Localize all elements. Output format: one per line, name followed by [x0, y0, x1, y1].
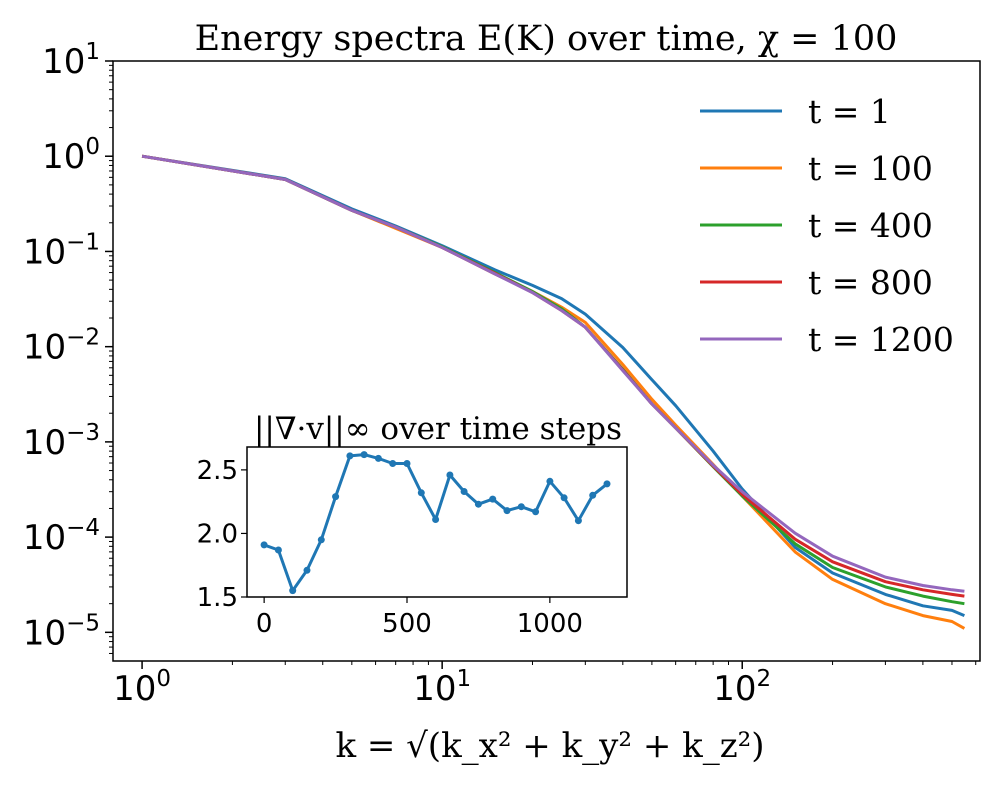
y-tick-label: 10−1: [23, 229, 100, 272]
inset-y-tick-label: 1.5: [197, 583, 238, 613]
inset-point: [574, 517, 582, 525]
inset-point: [560, 494, 568, 502]
inset-point: [332, 493, 340, 501]
inset-x-tick-label: 1000: [517, 609, 583, 639]
inset-point: [360, 451, 368, 459]
y-tick-label: 10−5: [23, 610, 100, 653]
legend-label-0: t = 1: [808, 92, 891, 131]
y-tick-label: 101: [42, 39, 100, 82]
inset-point: [503, 507, 511, 515]
inset-x-tick-label: 500: [382, 609, 432, 639]
y-tick-label: 10−2: [23, 325, 100, 368]
inset-point: [532, 508, 540, 516]
x-tick-label: 102: [713, 666, 771, 709]
y-tick-label: 10−3: [23, 420, 100, 463]
inset-point: [289, 587, 297, 595]
inset-point: [317, 536, 325, 544]
inset-point: [432, 516, 440, 523]
inset-y-tick-label: 2.0: [197, 519, 238, 549]
inset-point: [389, 460, 397, 467]
inset-point: [517, 503, 525, 511]
series-line-4: [141, 154, 965, 593]
x-tick-label: 100: [113, 666, 171, 709]
legend-label-4: t = 1200: [808, 320, 954, 359]
inset-point: [274, 546, 282, 554]
legend-label-2: t = 400: [808, 206, 933, 245]
main-title: Energy spectra E(K) over time, χ = 100: [195, 19, 898, 59]
inset-ticks: 0 500 1000 1.5 2.0 2.5: [197, 456, 583, 639]
x-tick-label: 101: [413, 666, 471, 709]
legend-label-3: t = 800: [808, 263, 933, 302]
inset-point: [474, 500, 482, 508]
inset-point: [374, 454, 382, 462]
inset-point: [603, 480, 611, 488]
legend: t = 1 t = 100 t = 400 t = 800 t = 1200: [700, 92, 954, 359]
inset-point: [446, 471, 454, 479]
inset-point: [417, 489, 425, 497]
inset-point: [346, 452, 354, 460]
main-series: [141, 154, 966, 630]
inset-point: [303, 566, 311, 574]
inset-point: [260, 541, 268, 549]
inset-point: [403, 460, 411, 467]
main-ticks: 100 101 102 101 100 10−1 10−2 10−3 10−4 10−5: [23, 39, 977, 709]
x-axis-label-text: k = √(k_x² + k_y² + k_z²): [335, 726, 764, 766]
legend-label-1: t = 100: [808, 149, 933, 188]
inset-title: ||∇·v||∞ over time steps: [254, 411, 622, 447]
x-axis-label: k = √(k_x² + k_y² + k_z²): [335, 726, 764, 766]
inset-series: [260, 451, 611, 595]
inset-x-tick-label: 0: [256, 609, 273, 639]
inset-point: [589, 491, 597, 499]
inset-point: [489, 495, 497, 503]
y-tick-label: 10−4: [23, 515, 100, 558]
inset-point: [546, 477, 554, 485]
inset-y-tick-label: 2.5: [197, 456, 238, 486]
y-tick-label: 100: [42, 134, 100, 177]
inset-point: [460, 488, 468, 495]
